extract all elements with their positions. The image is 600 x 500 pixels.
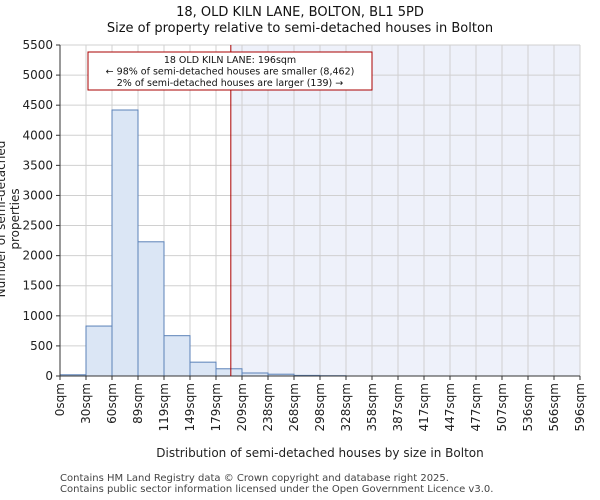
- y-tick-label: 2500: [22, 219, 53, 233]
- x-tick-label: 298sqm: [313, 383, 327, 431]
- x-tick-label: 60sqm: [105, 383, 119, 424]
- histogram-bar: [85, 325, 113, 377]
- x-tick-label: 238sqm: [261, 383, 275, 431]
- y-tick-label: 3000: [22, 188, 53, 202]
- x-tick-label: 268sqm: [287, 383, 301, 431]
- larger-region-shade: [230, 45, 580, 376]
- y-tick-label: 4000: [22, 128, 53, 142]
- x-tick-label: 328sqm: [339, 383, 353, 431]
- histogram-bar: [111, 109, 139, 377]
- x-tick-label: 30sqm: [79, 383, 93, 424]
- x-tick-label: 149sqm: [183, 383, 197, 431]
- x-tick-label: 417sqm: [417, 383, 431, 431]
- x-tick-label: 596sqm: [573, 383, 587, 431]
- footer-licence: Contains public sector information licen…: [60, 484, 494, 495]
- annotation-title: 18 OLD KILN LANE: 196sqm: [164, 55, 296, 66]
- y-tick-label: 5000: [22, 68, 53, 82]
- x-tick-label: 566sqm: [547, 383, 561, 431]
- x-tick-label: 209sqm: [235, 383, 249, 431]
- y-tick-label: 4500: [22, 98, 53, 112]
- histogram-bar: [163, 335, 191, 377]
- y-tick-label: 2000: [22, 249, 53, 263]
- y-tick-label: 500: [30, 339, 53, 353]
- x-tick-label: 507sqm: [495, 383, 509, 431]
- chart-subtitle: Size of property relative to semi-detach…: [106, 21, 494, 36]
- annotation-smaller: ← 98% of semi-detached houses are smalle…: [106, 67, 355, 78]
- chart-title: 18, OLD KILN LANE, BOLTON, BL1 5PD: [176, 5, 424, 20]
- annotation-larger: 2% of semi-detached houses are larger (1…: [117, 78, 344, 89]
- x-tick-label: 536sqm: [521, 383, 535, 431]
- x-tick-label: 89sqm: [131, 383, 145, 424]
- histogram-bar: [137, 241, 165, 377]
- x-tick-label: 358sqm: [365, 383, 379, 431]
- x-tick-label: 447sqm: [443, 383, 457, 431]
- x-tick-label: 179sqm: [209, 383, 223, 431]
- footer-copyright: Contains HM Land Registry data © Crown c…: [60, 473, 449, 484]
- x-axis-label: Distribution of semi-detached houses by …: [156, 446, 484, 460]
- x-tick-label: 477sqm: [469, 383, 483, 431]
- x-tick-label: 119sqm: [157, 383, 171, 431]
- annotation-box: [87, 51, 373, 91]
- y-tick-label: 1500: [22, 279, 53, 293]
- y-tick-label: 3500: [22, 158, 53, 172]
- y-tick-label: 0: [45, 369, 53, 383]
- histogram-bar: [189, 361, 217, 377]
- histogram-bar: [215, 368, 243, 377]
- y-tick-label: 5500: [22, 38, 53, 52]
- x-tick-label: 387sqm: [391, 383, 405, 431]
- x-tick-label: 0sqm: [53, 383, 67, 416]
- y-tick-label: 1000: [22, 309, 53, 323]
